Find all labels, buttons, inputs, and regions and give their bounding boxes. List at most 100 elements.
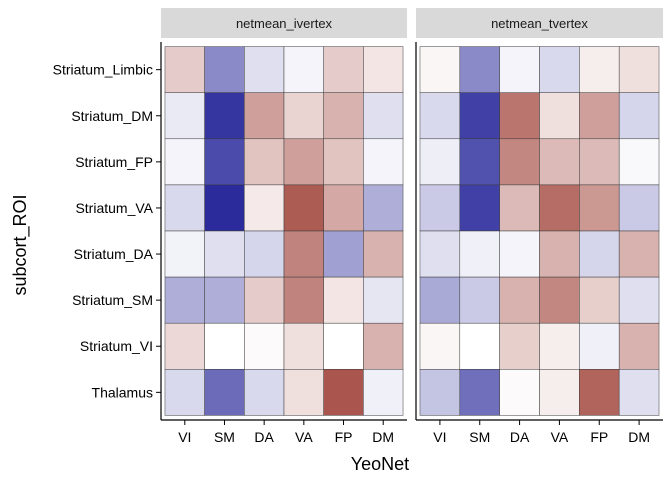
- x-tick-label: SM: [469, 429, 490, 445]
- y-tick-label: Thalamus: [92, 384, 153, 400]
- heatmap-cell: [323, 230, 364, 278]
- heatmap-cell: [244, 230, 285, 278]
- heatmap-cell: [244, 92, 285, 140]
- y-tick-label: Striatum_DA: [74, 246, 154, 262]
- heatmap-cell: [579, 322, 620, 370]
- x-axis-title: YeoNet: [351, 454, 409, 474]
- x-tick-label: FP: [335, 429, 353, 445]
- heatmap-cell: [363, 138, 404, 186]
- heatmap-cell: [419, 92, 461, 140]
- heatmap-cell: [323, 322, 364, 370]
- y-tick-label: Striatum_VI: [80, 338, 153, 354]
- heatmap-cell: [618, 230, 660, 278]
- heatmap-cell: [499, 92, 540, 140]
- heatmap-cell: [419, 230, 461, 278]
- heatmap-cell: [618, 276, 660, 324]
- heatmap-cell: [419, 369, 461, 416]
- heatmap-cell: [283, 184, 324, 232]
- heatmap-cell: [459, 46, 500, 93]
- heatmap-cell: [459, 322, 500, 370]
- heatmap-cell: [164, 369, 205, 416]
- heatmap-cell: [459, 138, 500, 186]
- x-tick-label: DM: [628, 429, 650, 445]
- heatmap-cell: [539, 184, 580, 232]
- heatmap-cell: [363, 46, 404, 93]
- x-tick-label: SM: [214, 429, 235, 445]
- heatmap-cell: [363, 369, 404, 416]
- heatmap-cell: [419, 322, 461, 370]
- heatmap-cell: [579, 184, 620, 232]
- heatmap-cell: [323, 184, 364, 232]
- y-tick-label: Striatum_SM: [72, 292, 153, 308]
- heatmap-cell: [244, 276, 285, 324]
- x-tick-label: VI: [433, 429, 446, 445]
- heatmap-cell: [539, 276, 580, 324]
- heatmap-cell: [539, 46, 580, 93]
- heatmap-cell: [579, 276, 620, 324]
- x-tick-label: DM: [372, 429, 394, 445]
- heatmap-cell: [419, 138, 461, 186]
- y-tick-label: Striatum_VA: [75, 200, 153, 216]
- heatmap-cell: [459, 92, 500, 140]
- y-tick-label: Striatum_FP: [75, 154, 153, 170]
- heatmap-cell: [244, 322, 285, 370]
- heatmap-cell: [459, 184, 500, 232]
- heatmap-cell: [539, 322, 580, 370]
- heatmap-cell: [244, 369, 285, 416]
- heatmap-cell: [164, 276, 205, 324]
- heatmap-cell: [164, 322, 205, 370]
- heatmap-cell: [323, 138, 364, 186]
- heatmap-cell: [363, 276, 404, 324]
- heatmap-cell: [579, 46, 620, 93]
- heatmap-cell: [323, 276, 364, 324]
- heatmap-cell: [539, 369, 580, 416]
- heatmap-cell: [618, 322, 660, 370]
- heatmap-cell: [283, 369, 324, 416]
- heatmap-cell: [244, 184, 285, 232]
- panel-1: netmean_tvertex VI SM DA VA FP DM: [415, 8, 663, 445]
- heatmap-cell: [204, 276, 245, 324]
- heatmap-cell: [283, 138, 324, 186]
- y-tick-labels: Striatum_Limbic Striatum_DM Striatum_FP Str…: [53, 62, 161, 400]
- heatmap-cell: [419, 276, 461, 324]
- heatmap-cell: [618, 46, 660, 93]
- heatmap-cell: [363, 184, 404, 232]
- heatmap-cell: [204, 322, 245, 370]
- heatmap-cell: [283, 46, 324, 93]
- x-tick-label: DA: [254, 429, 274, 445]
- heatmap-cell: [204, 369, 245, 416]
- heatmap-cell: [244, 138, 285, 186]
- facet-strip: [416, 8, 663, 38]
- heatmap-cell: [244, 46, 285, 93]
- heatmap-cell: [499, 230, 540, 278]
- heatmap-cell: [164, 46, 205, 93]
- heatmap-cell: [204, 184, 245, 232]
- heatmap-cell: [323, 92, 364, 140]
- heatmap-cell: [204, 138, 245, 186]
- heatmap-cell: [499, 184, 540, 232]
- facet-title: netmean_ivertex: [236, 16, 333, 31]
- heatmap-cell: [618, 138, 660, 186]
- heatmap-cell: [579, 138, 620, 186]
- heatmap-cell: [164, 92, 205, 140]
- heatmap-cell: [459, 230, 500, 278]
- heatmap-cell: [499, 369, 540, 416]
- heatmap-cell: [204, 230, 245, 278]
- heatmap-cell: [283, 230, 324, 278]
- heatmap-cell: [539, 92, 580, 140]
- heatmap-cell: [618, 92, 660, 140]
- heatmap-cell: [363, 92, 404, 140]
- heatmap-cell: [499, 276, 540, 324]
- heatmap-cell: [459, 276, 500, 324]
- heatmap-cell: [499, 46, 540, 93]
- heatmap-cell: [164, 138, 205, 186]
- heatmap-cell: [283, 322, 324, 370]
- x-tick-label: FP: [590, 429, 608, 445]
- heatmap-cell: [579, 92, 620, 140]
- y-axis-title: subcort_ROI: [10, 194, 31, 295]
- heatmap-cell: [283, 276, 324, 324]
- heatmap-cell: [579, 369, 620, 416]
- heatmap-cell: [539, 230, 580, 278]
